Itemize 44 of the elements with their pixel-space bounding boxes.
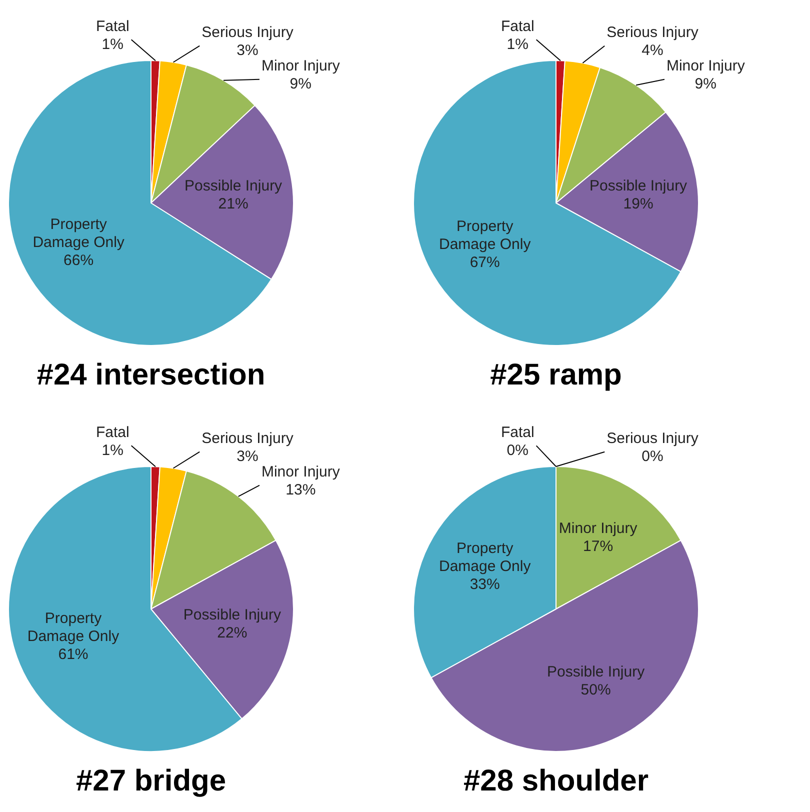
slice-label: Property Damage Only: [32, 216, 125, 251]
slice-label: Minor Injury: [666, 57, 746, 74]
data-label: 61%: [58, 646, 88, 664]
slice-label: Property Damage Only: [27, 610, 120, 646]
slice-label: Serious Injury: [202, 24, 294, 41]
data-label: 19%: [623, 195, 654, 212]
data-label: 50%: [580, 682, 611, 699]
category-label: Fatal: [500, 424, 534, 441]
data-label: 3%: [236, 448, 258, 465]
slice-label: Possible Injury: [547, 664, 646, 681]
data-label: 17%: [583, 538, 614, 555]
data-label: 13%: [286, 481, 316, 498]
slice-label: Serious Injury: [606, 24, 699, 41]
slice-label: Minor Injury: [558, 520, 638, 537]
data-label: 21%: [218, 195, 248, 212]
data-label: 33%: [470, 576, 500, 594]
data-label: 66%: [64, 252, 94, 269]
data-label: 1%: [506, 36, 528, 53]
slice-label: Possible Injury: [590, 177, 688, 194]
data-label: 1%: [102, 36, 124, 53]
text: 0%: [642, 448, 664, 465]
text: #28 shoulder: [463, 764, 649, 798]
slice-label: Possible Injury: [183, 606, 282, 624]
data-label: 1%: [102, 442, 124, 459]
slice-label: Minor Injury: [261, 463, 340, 480]
text: #27 bridge: [76, 764, 226, 798]
slice-label: Serious Injury: [202, 430, 294, 447]
slice-label: Property Damage Only: [439, 540, 532, 576]
text: 0%: [506, 442, 528, 459]
slice-label: Property Damage Only: [439, 218, 532, 254]
slice-label: Possible Injury: [184, 177, 283, 194]
data-label: 3%: [236, 42, 258, 59]
slice-label: Fatal: [96, 424, 130, 441]
slice-label: Minor Injury: [261, 57, 340, 74]
text: #25 ramp: [490, 358, 622, 392]
data-label: 9%: [694, 75, 716, 92]
data-label: 67%: [470, 254, 500, 272]
data-label: 9%: [290, 75, 312, 92]
category-label: Serious Injury: [606, 430, 698, 447]
text: #24 intersection: [36, 358, 266, 392]
data-label: 4%: [642, 42, 664, 59]
slice-label: Fatal: [96, 18, 130, 35]
data-label: 22%: [217, 624, 248, 642]
slice-label: Fatal: [500, 18, 534, 35]
